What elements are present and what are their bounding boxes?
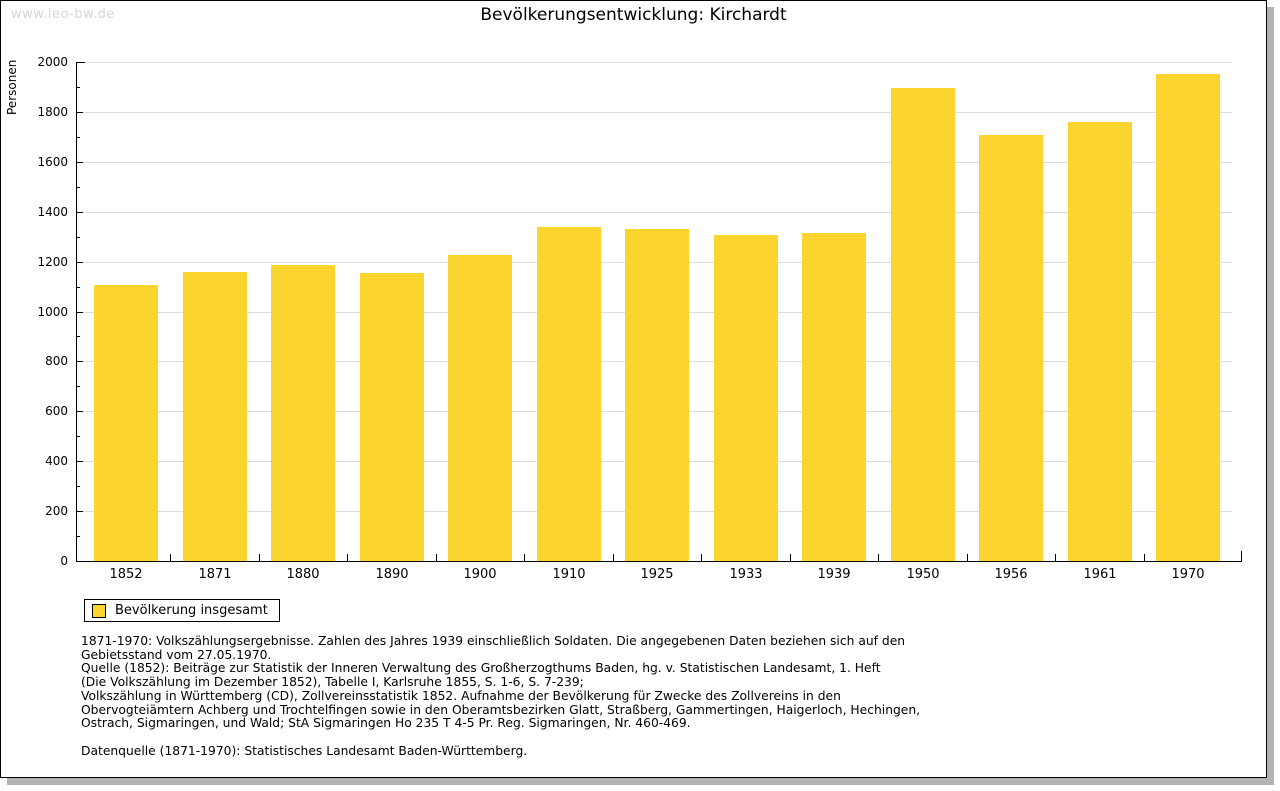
bar-1890 bbox=[360, 273, 424, 561]
ytick-label-1200: 1200 bbox=[37, 255, 68, 269]
footnote-line-7: Ostrach, Sigmaringen, und Wald; StA Sigm… bbox=[81, 716, 691, 731]
footnote-line-3: Quelle (1852): Beiträge zur Statistik de… bbox=[81, 661, 881, 676]
ytick-label-0: 0 bbox=[60, 554, 68, 568]
ytick-major-600 bbox=[77, 411, 83, 412]
xtick-3 bbox=[347, 554, 348, 561]
ytick-minor-1100 bbox=[77, 287, 80, 288]
ytick-label-1000: 1000 bbox=[37, 305, 68, 319]
xtick-label-1970: 1970 bbox=[1171, 567, 1205, 582]
x-axis-line bbox=[76, 561, 1242, 562]
bar-1871 bbox=[183, 272, 247, 561]
ytick-major-200 bbox=[77, 511, 83, 512]
ytick-label-400: 400 bbox=[45, 454, 68, 468]
chart-window: www.leo-bw.de Bevölkerungsentwicklung: K… bbox=[0, 0, 1267, 778]
gridline-1400 bbox=[77, 212, 1232, 213]
bar-1956 bbox=[979, 135, 1043, 561]
footnotes: 1871-1970: Volkszählungsergebnisse. Zahl… bbox=[81, 634, 921, 758]
chart-title: Bevölkerungsentwicklung: Kirchardt bbox=[480, 5, 787, 25]
xtick-7 bbox=[701, 554, 702, 561]
xtick-label-1871: 1871 bbox=[198, 567, 232, 582]
xtick-11 bbox=[1055, 554, 1056, 561]
xtick-12 bbox=[1144, 554, 1145, 561]
xtick-label-1961: 1961 bbox=[1083, 567, 1117, 582]
ytick-major-1000 bbox=[77, 312, 83, 313]
bar-1961 bbox=[1068, 122, 1132, 561]
footnote-line-6: Obervogteiämtern Achberg und Trochtelfin… bbox=[81, 702, 921, 717]
gridline-1600 bbox=[77, 162, 1232, 163]
footnote-line-8 bbox=[81, 731, 920, 745]
ytick-major-800 bbox=[77, 361, 83, 362]
xtick-6 bbox=[613, 554, 614, 561]
bar-1970 bbox=[1156, 74, 1220, 561]
ytick-minor-1500 bbox=[77, 187, 80, 188]
ytick-major-1400 bbox=[77, 212, 83, 213]
ytick-minor-500 bbox=[77, 436, 80, 437]
footnote-line-5: Volkszählung in Württemberg (CD), Zollve… bbox=[81, 688, 841, 703]
footnote-line-2: Gebietsstand vom 27.05.1970. bbox=[81, 647, 272, 662]
ytick-label-1400: 1400 bbox=[37, 205, 68, 219]
ytick-minor-1900 bbox=[77, 87, 80, 88]
ytick-label-600: 600 bbox=[45, 404, 68, 418]
xtick-label-1900: 1900 bbox=[463, 567, 497, 582]
bar-1900 bbox=[448, 255, 512, 561]
legend-label: Bevölkerung insgesamt bbox=[115, 603, 268, 618]
xtick-10 bbox=[967, 554, 968, 561]
ytick-label-1800: 1800 bbox=[37, 105, 68, 119]
ytick-major-1200 bbox=[77, 262, 83, 263]
gridline-1800 bbox=[77, 112, 1232, 113]
bar-1880 bbox=[271, 265, 335, 561]
bar-1852 bbox=[94, 285, 158, 561]
ytick-major-1600 bbox=[77, 162, 83, 163]
xtick-label-1956: 1956 bbox=[994, 567, 1028, 582]
xtick-label-1933: 1933 bbox=[729, 567, 763, 582]
bar-1933 bbox=[714, 235, 778, 561]
ytick-label-200: 200 bbox=[45, 504, 68, 518]
bar-1925 bbox=[625, 229, 689, 561]
ytick-label-1600: 1600 bbox=[37, 155, 68, 169]
legend-swatch-icon bbox=[92, 603, 106, 618]
xtick-5 bbox=[524, 554, 525, 561]
ytick-minor-300 bbox=[77, 486, 80, 487]
x-axis-end-cap bbox=[1241, 551, 1242, 561]
bar-1910 bbox=[537, 227, 601, 561]
footnote-line-1: 1871-1970: Volkszählungsergebnisse. Zahl… bbox=[81, 634, 906, 648]
xtick-label-1910: 1910 bbox=[552, 567, 586, 582]
xtick-8 bbox=[790, 554, 791, 561]
y-axis-line bbox=[76, 62, 77, 562]
xtick-label-1852: 1852 bbox=[109, 567, 143, 582]
ytick-minor-1300 bbox=[77, 237, 80, 238]
xtick-4 bbox=[436, 554, 437, 561]
xtick-label-1890: 1890 bbox=[375, 567, 409, 582]
ytick-minor-900 bbox=[77, 336, 80, 337]
xtick-2 bbox=[259, 554, 260, 561]
ytick-major-1800 bbox=[77, 112, 83, 113]
gridline-2000 bbox=[77, 62, 1232, 63]
y-axis-top-cap bbox=[76, 62, 85, 63]
xtick-label-1950: 1950 bbox=[906, 567, 940, 582]
xtick-9 bbox=[878, 554, 879, 561]
ytick-label-800: 800 bbox=[45, 354, 68, 368]
xtick-1 bbox=[170, 554, 171, 561]
ytick-minor-1700 bbox=[77, 137, 80, 138]
footnote-line-4: (Die Volkszählung im Dezember 1852), Tab… bbox=[81, 675, 584, 690]
ytick-label-2000: 2000 bbox=[37, 55, 68, 69]
xtick-label-1939: 1939 bbox=[817, 567, 851, 582]
watermark-leo-bw: www.leo-bw.de bbox=[11, 7, 115, 22]
ytick-minor-100 bbox=[77, 536, 80, 537]
xtick-label-1925: 1925 bbox=[640, 567, 674, 582]
xtick-label-1880: 1880 bbox=[286, 567, 320, 582]
bar-1939 bbox=[802, 233, 866, 561]
legend-box: Bevölkerung insgesamt bbox=[84, 599, 280, 622]
plot-area: 0 200 400 600 800 1000 1200 1400 1600 1800 2000 185… bbox=[1, 1, 1266, 777]
footnote-line-9: Datenquelle (1871-1970): Statistisches L… bbox=[81, 743, 528, 758]
ytick-minor-700 bbox=[77, 386, 80, 387]
ytick-major-400 bbox=[77, 461, 83, 462]
bar-1950 bbox=[891, 88, 955, 561]
